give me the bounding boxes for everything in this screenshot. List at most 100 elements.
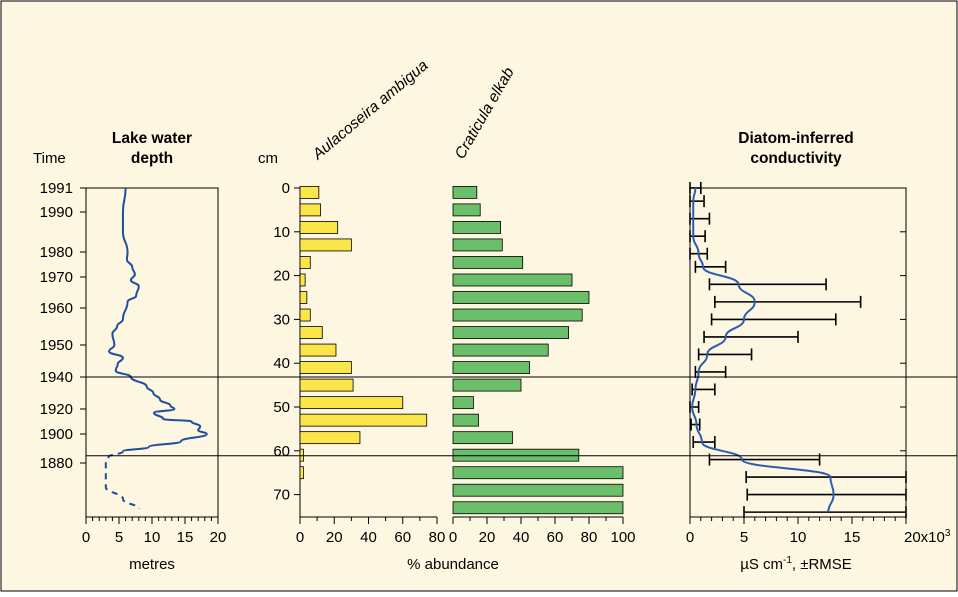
aulacoseira-bar bbox=[299, 413, 428, 427]
depth-panel-ticks: 0 5 10 15 20 bbox=[82, 517, 227, 546]
craticula-bar bbox=[452, 343, 549, 357]
craticula-tick-label: 0 bbox=[449, 529, 457, 546]
time-axis-label: Time bbox=[33, 150, 66, 167]
craticula-tick-label: 100 bbox=[610, 529, 635, 546]
conductivity-error-bars bbox=[689, 182, 907, 519]
craticula-bar bbox=[452, 291, 590, 304]
aulacoseira-bar bbox=[299, 256, 311, 269]
aulacoseira-bar bbox=[299, 326, 323, 339]
craticula-bar bbox=[452, 308, 583, 322]
craticula-bar bbox=[452, 273, 573, 287]
cm-tick-label: 20 bbox=[273, 268, 290, 285]
conductivity-last-tick-main: 20x10 bbox=[904, 529, 945, 546]
depth-panel-title-line2: depth bbox=[131, 150, 173, 167]
conductivity-line bbox=[691, 187, 835, 513]
aulacoseira-bar bbox=[299, 273, 306, 287]
depth-tick-label: 0 bbox=[82, 529, 90, 546]
conductivity-tick-label: 10 bbox=[790, 529, 807, 546]
aulacoseira-bar bbox=[299, 378, 354, 392]
aulacoseira-bar bbox=[299, 308, 311, 322]
aulacoseira-bars bbox=[299, 185, 428, 480]
cm-tick-label: 70 bbox=[273, 487, 290, 504]
aulacoseira-bar bbox=[299, 466, 304, 480]
conductivity-last-tick-sup: 3 bbox=[945, 528, 951, 539]
horizontal-guide-lines bbox=[86, 376, 957, 457]
depth-line-solid bbox=[108, 187, 208, 453]
depth-tick-label: 20 bbox=[210, 529, 227, 546]
depth-tick-label: 10 bbox=[144, 529, 161, 546]
craticula-tick-label: 60 bbox=[547, 529, 564, 546]
conductivity-xlabel-tail: , ±RMSE bbox=[792, 556, 852, 573]
time-tick-label: 1880 bbox=[40, 455, 73, 472]
time-tick-label: 1960 bbox=[40, 300, 73, 317]
abundance-x-ticks: 0 20 40 60 80 0 20 40 60 80 100 bbox=[296, 517, 636, 546]
time-tick-label: 1920 bbox=[40, 401, 73, 418]
abundance-xlabel: % abundance bbox=[407, 556, 499, 573]
aulacoseira-tick-label: 20 bbox=[326, 529, 343, 546]
depth-panel-lines bbox=[104, 187, 208, 510]
conductivity-title-line2: conductivity bbox=[750, 150, 842, 167]
aulacoseira-bar bbox=[299, 396, 404, 410]
craticula-bar bbox=[452, 185, 478, 199]
depth-line-dashed bbox=[104, 450, 140, 510]
cm-tick-label: 50 bbox=[273, 399, 290, 416]
aulacoseira-bar bbox=[299, 221, 339, 234]
craticula-bar bbox=[452, 256, 524, 269]
time-tick-label: 1900 bbox=[40, 426, 73, 443]
craticula-bar bbox=[452, 361, 530, 374]
conductivity-tick-label: 5 bbox=[740, 529, 748, 546]
conductivity-tick-label: 0 bbox=[686, 529, 694, 546]
aulacoseira-tick-label: 60 bbox=[394, 529, 411, 546]
craticula-bar bbox=[452, 396, 474, 410]
conductivity-xlabel: µS cm-1, ±RMSE bbox=[740, 555, 852, 573]
time-tick-label: 1970 bbox=[40, 269, 73, 286]
time-tick-label: 1950 bbox=[40, 337, 73, 354]
cm-tick-label: 40 bbox=[273, 355, 290, 372]
aulacoseira-bar bbox=[299, 431, 361, 445]
craticula-bar bbox=[452, 413, 479, 427]
cm-tick-label: 60 bbox=[273, 443, 290, 460]
craticula-bar bbox=[452, 448, 580, 462]
time-tick-label: 1990 bbox=[40, 204, 73, 221]
cm-tick-label: 30 bbox=[273, 311, 290, 328]
conductivity-x-ticks: 0 5 10 15 20x103 bbox=[686, 517, 951, 546]
conductivity-y-ticks bbox=[900, 187, 906, 496]
craticula-bar bbox=[452, 431, 513, 445]
cm-axis-ticks: 0 10 20 30 40 50 60 70 bbox=[273, 180, 300, 504]
aulacoseira-bar bbox=[299, 185, 320, 199]
cm-axis-label: cm bbox=[258, 150, 278, 167]
aulacoseira-bar bbox=[299, 291, 308, 304]
depth-panel-xlabel: metres bbox=[129, 556, 175, 573]
depth-tick-label: 15 bbox=[177, 529, 194, 546]
conductivity-tick-label: 15 bbox=[844, 529, 861, 546]
aulacoseira-bar bbox=[299, 448, 304, 462]
conductivity-line-group bbox=[691, 187, 835, 513]
conductivity-title-line1: Diatom-inferred bbox=[738, 130, 853, 147]
craticula-bars bbox=[452, 185, 624, 515]
time-tick-label: 1991 bbox=[40, 180, 73, 197]
cm-tick-label: 0 bbox=[282, 180, 290, 197]
conductivity-xlabel-sup: -1 bbox=[783, 555, 792, 566]
time-axis-ticks: 1991 1990 1980 1970 1960 1950 1940 1920 1900 1880 bbox=[40, 180, 86, 472]
depth-tick-label: 5 bbox=[115, 529, 123, 546]
time-tick-label: 1940 bbox=[40, 369, 73, 386]
craticula-bar bbox=[452, 483, 624, 497]
craticula-tick-label: 80 bbox=[581, 529, 598, 546]
aulacoseira-tick-label: 0 bbox=[296, 529, 304, 546]
aulacoseira-tick-label: 40 bbox=[360, 529, 377, 546]
craticula-bar bbox=[452, 466, 624, 480]
craticula-bar bbox=[452, 221, 501, 234]
cm-tick-label: 10 bbox=[273, 224, 290, 241]
craticula-bar bbox=[452, 203, 481, 217]
aulacoseira-bar bbox=[299, 343, 337, 357]
conductivity-last-tick-label: 20x103 bbox=[904, 528, 951, 546]
time-tick-label: 1980 bbox=[40, 244, 73, 261]
craticula-tick-label: 40 bbox=[513, 529, 530, 546]
depth-panel-title-line1: Lake water bbox=[112, 130, 192, 147]
craticula-tick-label: 20 bbox=[479, 529, 496, 546]
conductivity-xlabel-main: µS cm bbox=[740, 556, 783, 573]
aulacoseira-bar bbox=[299, 361, 352, 374]
aulacoseira-tick-label: 80 bbox=[429, 529, 446, 546]
